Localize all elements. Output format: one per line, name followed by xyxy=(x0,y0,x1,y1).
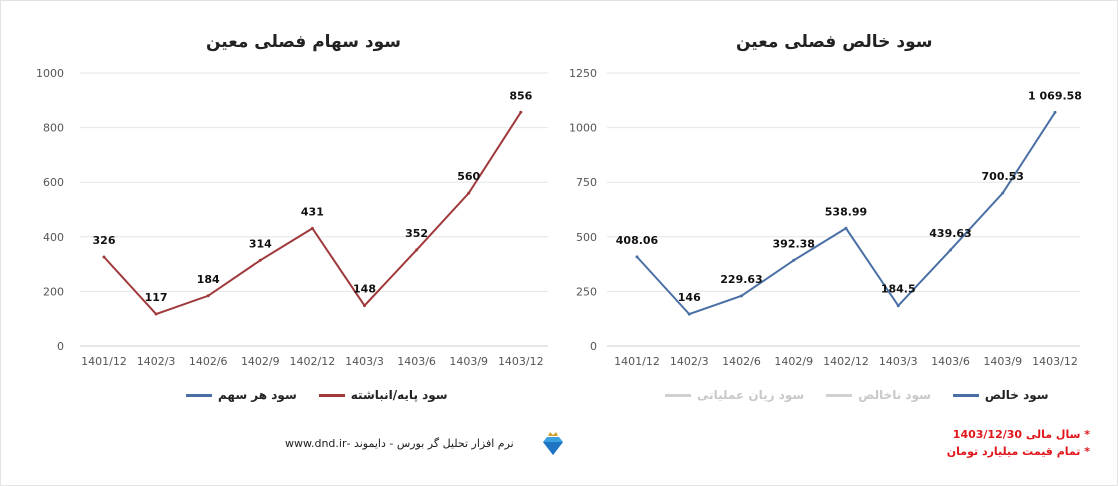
legend-label: سود ناخالص xyxy=(858,388,931,402)
data-label: 326 xyxy=(93,234,116,247)
y-tick-label: 200 xyxy=(43,285,64,298)
x-tick-label: 1403/12 xyxy=(498,355,544,368)
x-tick-label: 1401/12 xyxy=(614,355,660,368)
legend-swatch xyxy=(186,393,212,397)
y-tick-label: 1000 xyxy=(569,122,597,135)
y-tick-label: 0 xyxy=(590,340,597,353)
y-tick-label: 800 xyxy=(43,122,64,135)
data-point xyxy=(102,255,106,259)
data-point xyxy=(363,304,366,308)
data-label: 392.38 xyxy=(773,237,815,250)
legend-label: سود زیان عملیاتی xyxy=(697,388,805,402)
y-tick-label: 1250 xyxy=(569,67,597,80)
x-tick-label: 1402/12 xyxy=(290,355,336,368)
legend-swatch xyxy=(826,393,853,397)
data-point xyxy=(467,191,471,195)
data-label: 560 xyxy=(457,170,480,183)
data-label: 538.99 xyxy=(825,205,867,218)
y-tick-label: 750 xyxy=(576,176,597,189)
data-label: 229.63 xyxy=(720,273,762,286)
legend-item-net-profit[interactable]: سود خالص xyxy=(952,388,1049,402)
data-label: 700.53 xyxy=(982,170,1024,183)
legend-item-eps[interactable]: سود هر سهم xyxy=(186,388,297,402)
data-point xyxy=(792,258,796,262)
y-tick-label: 600 xyxy=(43,176,64,189)
fiscal-year-note: * سال مالی 1403/12/30 xyxy=(952,428,1090,441)
x-tick-label: 1403/12 xyxy=(1032,355,1078,368)
legend-swatch xyxy=(952,393,979,397)
data-point xyxy=(154,312,158,316)
data-point xyxy=(206,294,210,298)
legend-label: سود پایه/انباشته xyxy=(350,388,448,402)
data-point xyxy=(949,248,952,252)
data-point xyxy=(1001,191,1005,195)
data-point xyxy=(310,226,314,230)
y-tick-label: 500 xyxy=(576,231,597,244)
x-tick-label: 1403/9 xyxy=(449,355,488,368)
data-point xyxy=(844,226,848,230)
legend-label: سود خالص xyxy=(984,388,1049,402)
data-point xyxy=(687,312,691,316)
data-label: 146 xyxy=(678,291,701,304)
data-point xyxy=(635,255,639,259)
right-legend: سود خالص سود ناخالص سود زیان عملیاتی xyxy=(665,388,1049,402)
legend-label: سود هر سهم xyxy=(218,388,297,402)
x-tick-label: 1403/3 xyxy=(345,355,384,368)
left-chart-title: سود سهام فصلی معین xyxy=(206,32,402,52)
data-label: 856 xyxy=(509,89,532,102)
brand-text: نرم افزار تحلیل گر بورس - دایموند -www.d… xyxy=(285,436,514,450)
y-tick-label: 0 xyxy=(57,340,64,353)
data-label: 148 xyxy=(353,283,376,296)
right-chart-title: سود خالص فصلی معین xyxy=(736,32,933,52)
y-tick-label: 400 xyxy=(43,231,64,244)
data-point xyxy=(896,304,900,308)
legend-item-gross-profit[interactable]: سود ناخالص xyxy=(826,388,931,402)
y-tick-label: 1000 xyxy=(36,67,64,80)
x-tick-label: 1402/3 xyxy=(670,355,709,368)
left-legend: سود پایه/انباشته سود هر سهم xyxy=(186,388,448,402)
data-label: 439.63 xyxy=(929,227,971,240)
data-label: 352 xyxy=(405,227,428,240)
legend-item-base-profit[interactable]: سود پایه/انباشته xyxy=(318,388,448,402)
data-label: 184 xyxy=(197,273,220,286)
y-tick-label: 250 xyxy=(576,285,597,298)
data-label: 431 xyxy=(301,205,324,218)
data-point xyxy=(740,294,743,298)
data-label: 184.5 xyxy=(881,283,916,296)
diamond-logo-icon xyxy=(542,432,563,455)
x-tick-label: 1403/9 xyxy=(983,355,1022,368)
data-point xyxy=(1053,110,1057,114)
data-label: 1 069.58 xyxy=(1028,89,1082,102)
legend-swatch xyxy=(665,393,691,397)
x-tick-label: 1402/12 xyxy=(823,355,869,368)
x-tick-label: 1403/6 xyxy=(397,355,436,368)
data-label: 408.06 xyxy=(616,234,659,247)
x-tick-label: 1402/9 xyxy=(241,355,280,368)
brand-footer: نرم افزار تحلیل گر بورس - دایموند -www.d… xyxy=(285,430,564,456)
currency-note: * تمام قیمت میلیارد تومان xyxy=(946,445,1090,458)
data-point xyxy=(519,110,523,114)
x-tick-label: 1402/9 xyxy=(774,355,813,368)
legend-item-operating-profit[interactable]: سود زیان عملیاتی xyxy=(665,388,804,402)
x-tick-label: 1402/6 xyxy=(189,355,228,368)
data-label: 314 xyxy=(249,237,272,250)
footnotes: * سال مالی 1403/12/30 * تمام قیمت میلیار… xyxy=(947,426,1090,460)
x-tick-label: 1403/6 xyxy=(931,355,970,368)
x-tick-label: 1401/12 xyxy=(81,355,127,368)
x-tick-label: 1403/3 xyxy=(879,355,918,368)
legend-swatch xyxy=(318,393,345,397)
x-tick-label: 1402/6 xyxy=(722,355,761,368)
data-point xyxy=(415,248,419,252)
data-point xyxy=(258,258,262,262)
data-label: 117 xyxy=(145,291,168,304)
x-tick-label: 1402/3 xyxy=(137,355,176,368)
